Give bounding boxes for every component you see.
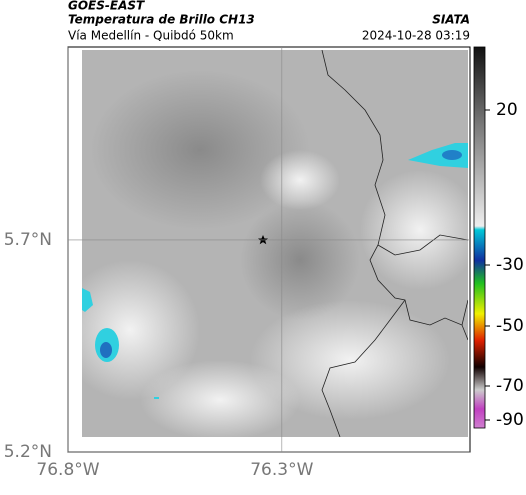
- colorbar-tick-label: 20: [496, 100, 518, 120]
- datetime-label: 2024-10-28 03:19: [362, 29, 470, 43]
- agency-label: SIATA: [432, 13, 470, 27]
- colorbar-tick-label: -70: [496, 376, 524, 396]
- colorbar-tick-label: -90: [496, 410, 524, 430]
- colorbar-tick-label: -30: [496, 255, 524, 275]
- product-title: Temperatura de Brillo CH13: [68, 13, 255, 27]
- region-label: Vía Medellín - Quibdó 50km: [68, 29, 234, 43]
- colorbar-tick-label: -50: [496, 316, 524, 336]
- colorbar: [473, 46, 486, 429]
- y-tick-label: 5.2°N: [4, 442, 52, 462]
- source-title: GOES-EAST: [68, 0, 145, 13]
- x-tick-label: 76.8°W: [36, 460, 99, 480]
- y-tick-label: 5.7°N: [4, 230, 52, 250]
- satellite-image: [82, 50, 468, 437]
- x-tick-label: 76.3°W: [250, 460, 313, 480]
- location-marker: [258, 235, 268, 245]
